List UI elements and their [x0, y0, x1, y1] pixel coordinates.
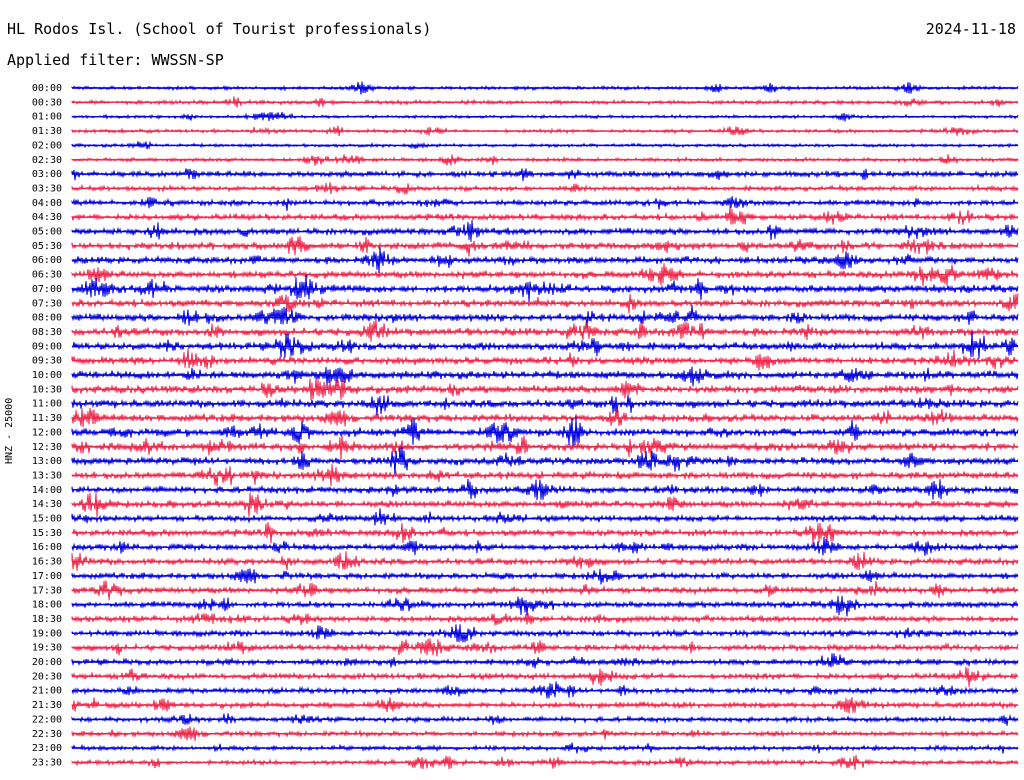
seismic-trace	[71, 196, 1019, 211]
seismic-trace	[71, 536, 1019, 556]
row-time-label: 14:30	[32, 499, 62, 510]
row-time-label: 07:30	[32, 298, 62, 309]
row-time-label: 10:00	[32, 370, 62, 381]
row-time-label: 09:00	[32, 341, 62, 352]
row-time-label: 05:30	[32, 241, 62, 252]
row-time-label: 16:00	[32, 542, 62, 553]
row-time-label: 14:00	[32, 485, 62, 496]
seismic-trace	[71, 305, 1019, 328]
row-time-label: 00:30	[32, 97, 62, 108]
row-time-label: 03:00	[32, 169, 62, 180]
row-time-label: 06:30	[32, 270, 62, 281]
seismic-trace	[71, 681, 1019, 699]
row-time-label: 19:30	[32, 643, 62, 654]
seismic-trace	[71, 653, 1019, 669]
seismic-trace	[71, 407, 1019, 427]
seismic-trace	[71, 595, 1019, 617]
row-time-label: 13:00	[32, 456, 62, 467]
row-time-label: 00:00	[32, 83, 62, 94]
seismic-trace	[71, 319, 1019, 342]
row-time-label: 12:30	[32, 442, 62, 453]
row-time-label: 20:00	[32, 657, 62, 668]
row-time-label: 01:30	[32, 126, 62, 137]
row-time-label: 08:00	[32, 313, 62, 324]
seismic-trace	[71, 638, 1019, 657]
row-time-label: 18:30	[32, 614, 62, 625]
seismic-trace	[71, 508, 1019, 526]
seismic-trace	[71, 348, 1019, 371]
row-time-label: 15:30	[32, 528, 62, 539]
station-title: HL Rodos Isl. (School of Tourist profess…	[7, 20, 432, 38]
row-time-label: 15:00	[32, 514, 62, 525]
seismic-trace	[71, 366, 1019, 387]
seismic-trace	[71, 331, 1019, 359]
filter-label: Applied filter: WWSSN-SP	[7, 51, 224, 69]
row-time-label: 20:30	[32, 671, 62, 682]
row-time-label: 01:00	[32, 112, 62, 123]
row-time-label: 05:00	[32, 227, 62, 238]
row-time-label: 21:30	[32, 700, 62, 711]
row-time-label: 18:00	[32, 600, 62, 611]
row-time-label: 19:00	[32, 628, 62, 639]
row-time-label: 02:00	[32, 140, 62, 151]
row-time-label: 17:30	[32, 585, 62, 596]
row-time-label: 04:00	[32, 198, 62, 209]
row-time-label: 22:00	[32, 714, 62, 725]
row-time-label: 10:30	[32, 384, 62, 395]
row-time-label: 04:30	[32, 212, 62, 223]
row-time-label: 03:30	[32, 183, 62, 194]
row-time-label: 23:30	[32, 757, 62, 768]
date-label: 2024-11-18	[925, 20, 1016, 38]
row-time-label: 11:30	[32, 413, 62, 424]
row-time-label: 22:30	[32, 729, 62, 740]
seismic-trace	[71, 478, 1019, 501]
row-time-label: 13:30	[32, 470, 62, 481]
seismic-trace	[71, 394, 1019, 416]
row-time-label: 11:00	[32, 399, 62, 410]
row-time-label: 12:00	[32, 427, 62, 438]
row-time-label: 02:30	[32, 155, 62, 166]
seismic-trace	[71, 263, 1019, 287]
row-time-label: 23:00	[32, 743, 62, 754]
seismic-trace	[71, 205, 1019, 225]
seismic-trace	[71, 435, 1019, 460]
row-time-label: 07:00	[32, 284, 62, 295]
row-time-label: 16:30	[32, 557, 62, 568]
row-time-label: 17:00	[32, 571, 62, 582]
row-time-label: 08:30	[32, 327, 62, 338]
row-time-label: 06:00	[32, 255, 62, 266]
row-time-label: 21:00	[32, 686, 62, 697]
row-time-label: 09:30	[32, 356, 62, 367]
